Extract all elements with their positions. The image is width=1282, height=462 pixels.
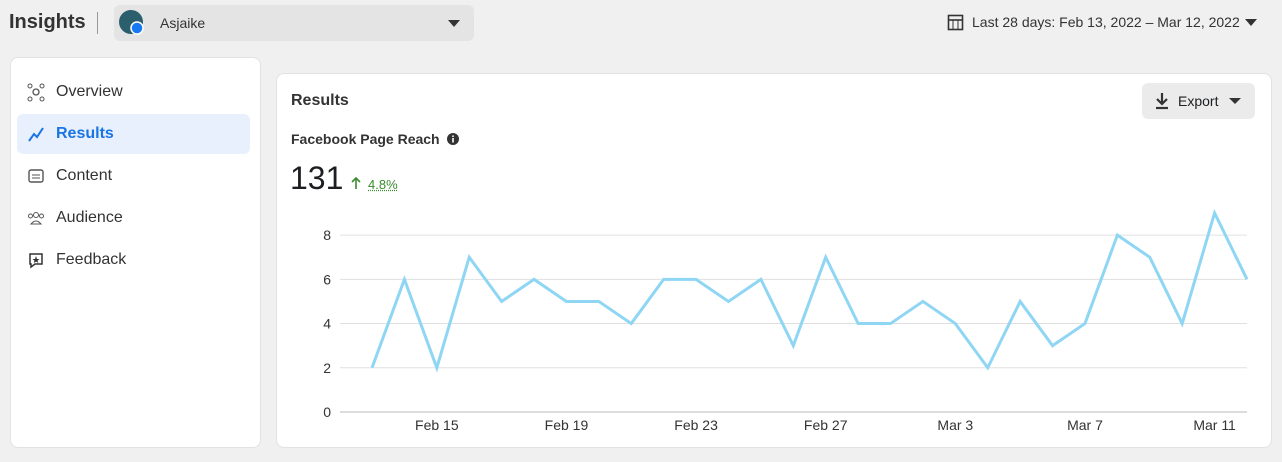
- export-button[interactable]: Export: [1142, 83, 1255, 119]
- y-tick-label: 0: [323, 404, 331, 420]
- x-tick-label: Feb 15: [415, 417, 459, 433]
- account-icons: [119, 10, 460, 35]
- x-tick-label: Feb 27: [804, 417, 848, 433]
- y-tick-label: 8: [323, 227, 331, 243]
- x-tick-label: Mar 3: [937, 417, 973, 433]
- date-range[interactable]: Last 28 days: Feb 13, 2022 – Mar 12, 202…: [948, 14, 1240, 30]
- nav-label: Audience: [56, 209, 123, 226]
- nav-item[interactable]: Audience: [17, 198, 250, 238]
- metric-change: 4.8%: [368, 177, 398, 192]
- nav-icon: [28, 127, 44, 142]
- account-selector[interactable]: Asjaike: [114, 5, 474, 41]
- app-title: Insights: [9, 11, 86, 33]
- nav-icon: [27, 83, 45, 102]
- results-card: [276, 73, 1272, 448]
- up-arrow: [351, 176, 361, 189]
- nav-item[interactable]: Overview: [17, 72, 250, 112]
- x-tick-label: Mar 7: [1067, 417, 1103, 433]
- x-tick-label: Mar 11: [1193, 417, 1236, 433]
- nav-label: Content: [56, 167, 113, 184]
- y-tick-label: 6: [323, 271, 331, 287]
- nav-icon: [28, 212, 44, 225]
- x-tick-label: Feb 23: [674, 417, 718, 433]
- y-tick-label: 2: [323, 360, 331, 376]
- export-label: Export: [1178, 93, 1219, 109]
- nav-item[interactable]: Results: [17, 114, 250, 154]
- nav-label: Overview: [56, 83, 123, 100]
- nav-label: Results: [56, 125, 114, 142]
- x-tick-label: Feb 19: [545, 417, 589, 433]
- calendar-icon: [947, 14, 964, 31]
- nav-label: Feedback: [56, 251, 127, 268]
- separator: [97, 12, 98, 34]
- export-icons: [1156, 93, 1241, 110]
- date-range-text: Last 28 days: Feb 13, 2022 – Mar 12, 202…: [972, 14, 1240, 30]
- panel-title: Results: [291, 92, 349, 109]
- metric-value: 131: [290, 160, 344, 196]
- nav-item[interactable]: Content: [17, 156, 250, 196]
- account-name: Asjaike: [160, 15, 206, 31]
- metric-label: Facebook Page Reach: [291, 131, 459, 147]
- data-line: [370, 208, 1249, 373]
- nav-icon: [28, 169, 44, 183]
- dropdown-arrow: [1245, 19, 1257, 26]
- y-tick-label: 4: [323, 316, 331, 332]
- info-icon[interactable]: [446, 133, 459, 145]
- nav-item[interactable]: Feedback: [17, 240, 250, 280]
- metric-label-text: Facebook Page Reach: [291, 131, 440, 147]
- nav-icon: [29, 253, 43, 269]
